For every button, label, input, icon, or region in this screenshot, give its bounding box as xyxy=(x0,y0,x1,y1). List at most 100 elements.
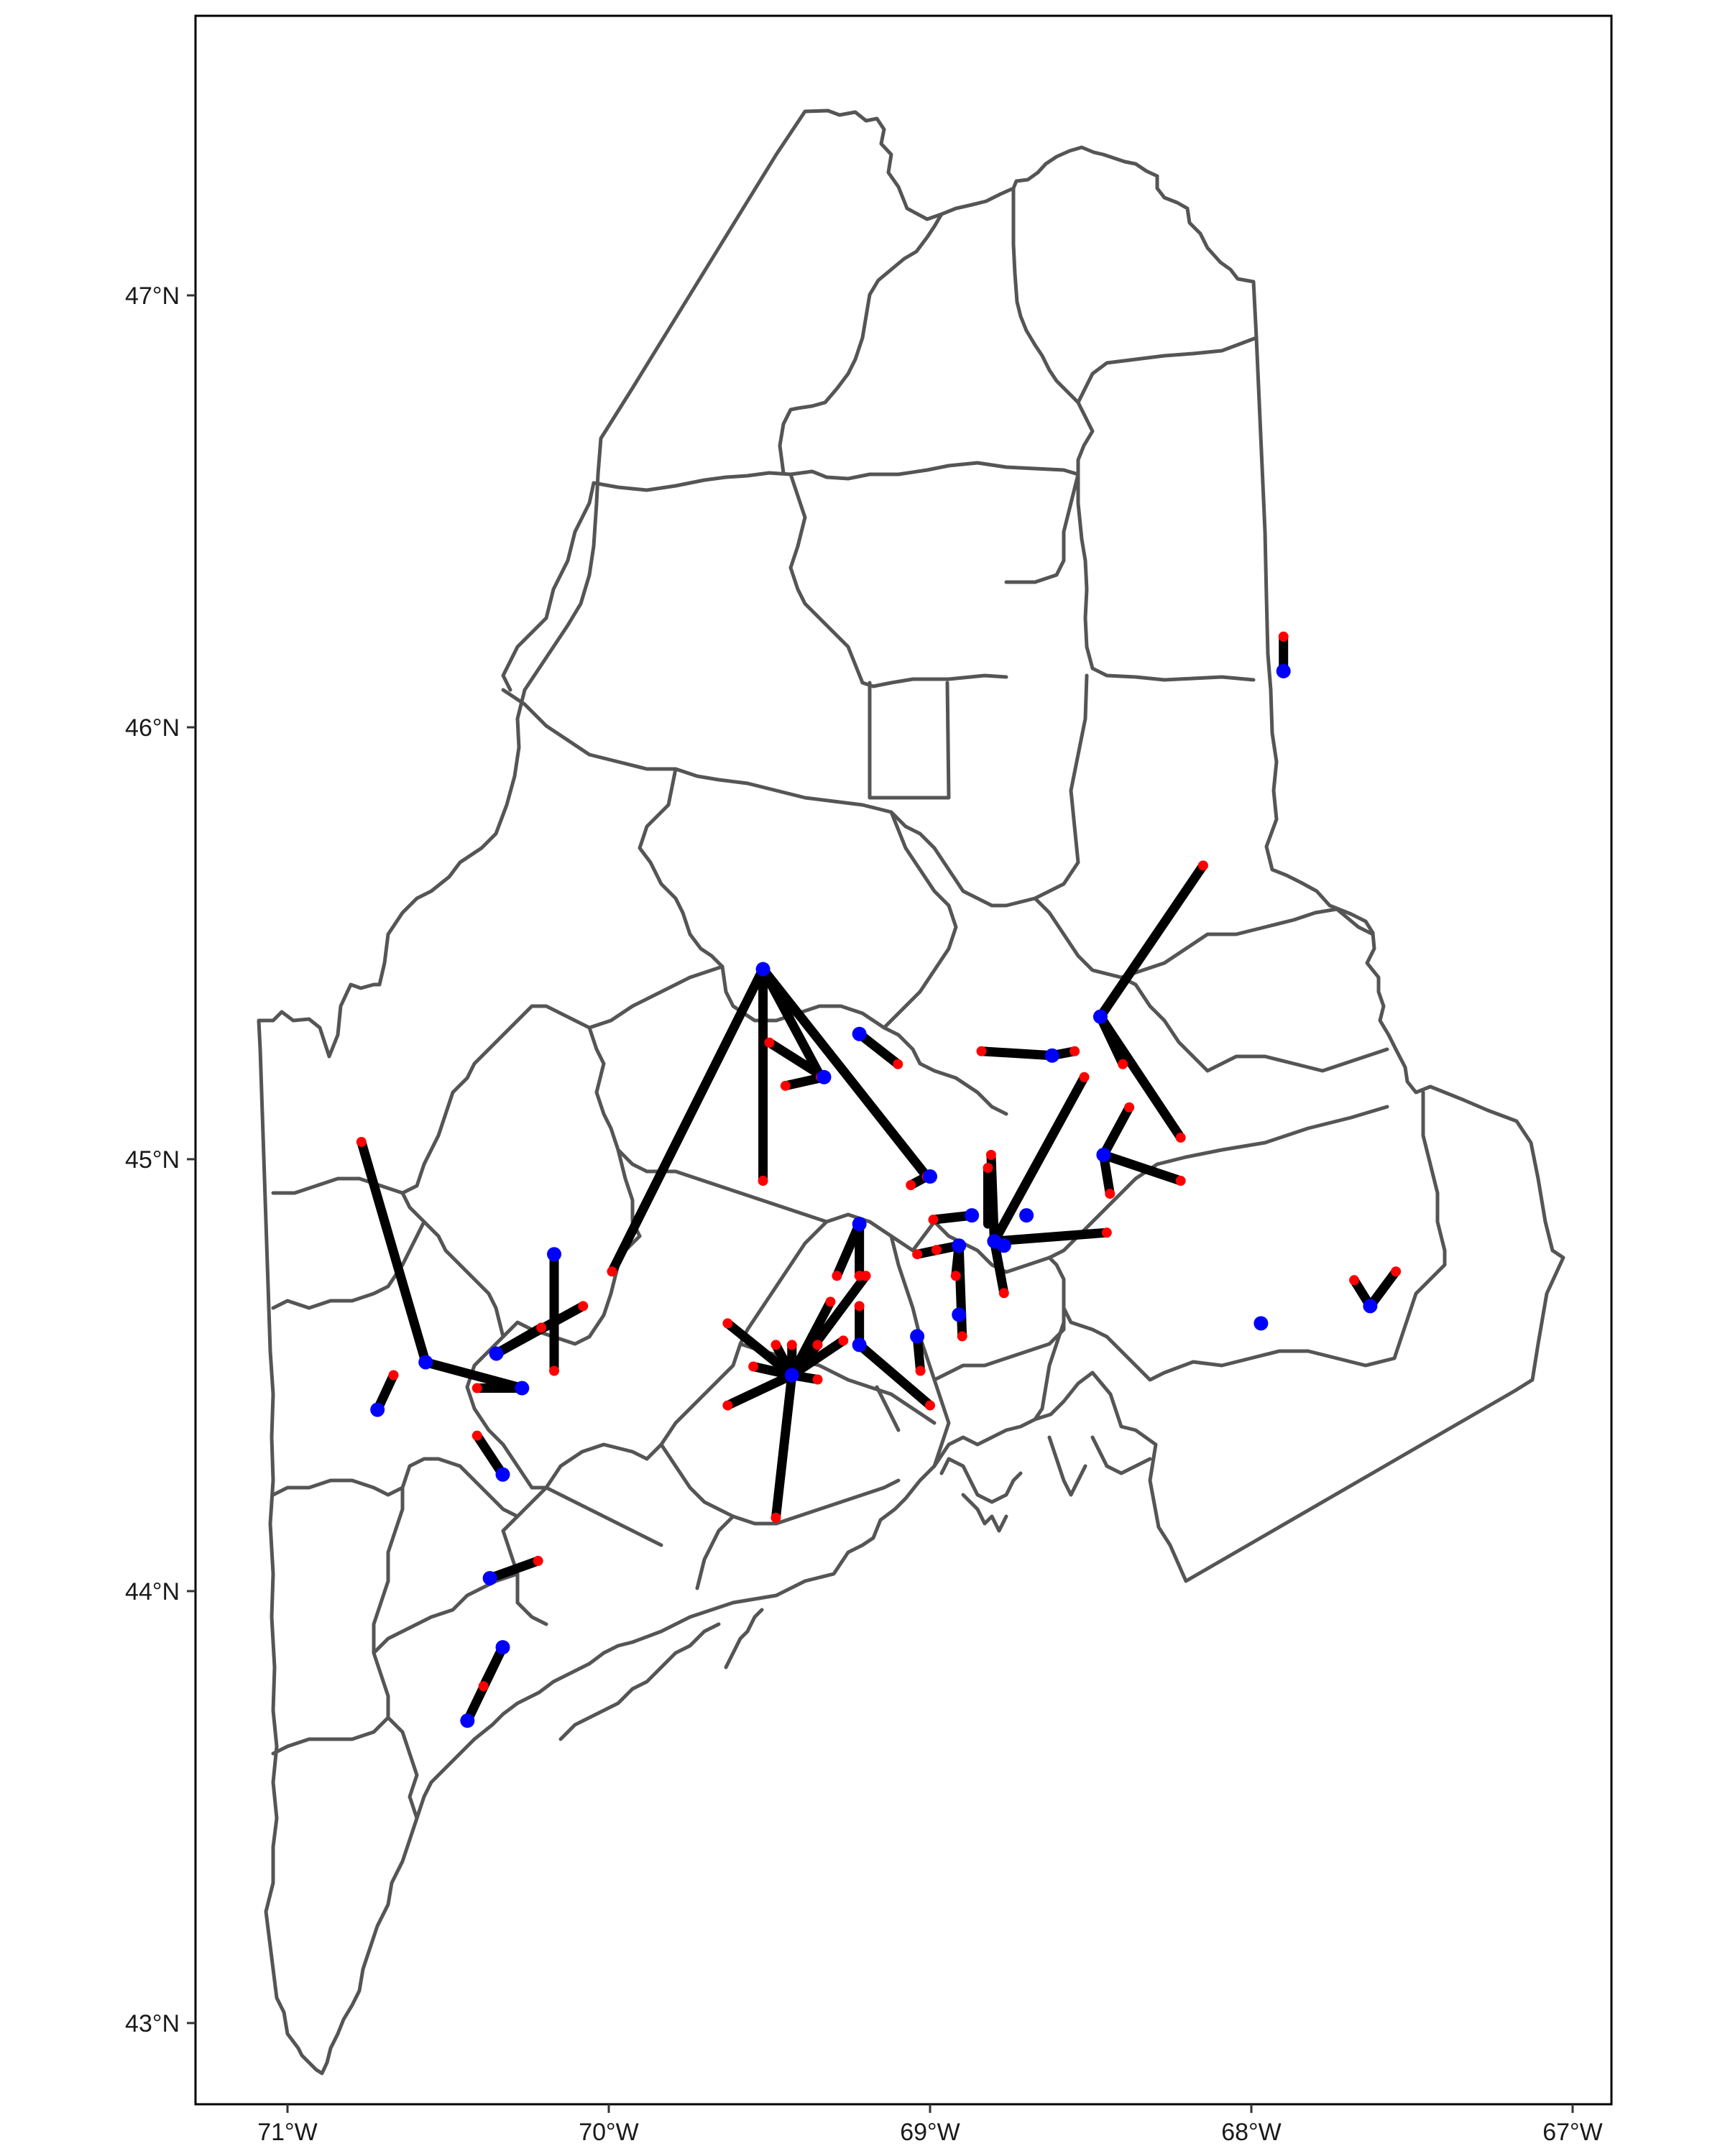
hub-point xyxy=(1254,1316,1269,1331)
hub-point xyxy=(996,1238,1011,1253)
y-tick-label: 45°N xyxy=(125,1146,180,1174)
flow-segment xyxy=(787,1335,848,1380)
origin-point xyxy=(478,1681,489,1692)
origin-point xyxy=(812,1340,823,1350)
origin-point xyxy=(1101,1227,1112,1238)
origin-point xyxy=(758,1176,768,1187)
flow-segment xyxy=(1095,1012,1128,1069)
flow-segment xyxy=(758,964,826,1082)
x-tick-label: 68°W xyxy=(1221,2119,1282,2146)
origin-point xyxy=(1070,1046,1080,1056)
origin-point xyxy=(906,1180,916,1191)
hub-point xyxy=(852,1217,867,1232)
origin-point xyxy=(832,1271,842,1281)
x-axis: 71°W 70°W 69°W 68°W 67°W xyxy=(257,2104,1603,2146)
origin-point xyxy=(388,1370,399,1381)
origin-point xyxy=(764,1037,775,1048)
flow-segment xyxy=(356,1137,431,1367)
origin-point xyxy=(549,1365,560,1376)
hub-point xyxy=(1044,1048,1059,1063)
x-tick-label: 71°W xyxy=(257,2119,318,2146)
flow-segment xyxy=(832,1219,865,1281)
flow-segment xyxy=(607,964,768,1276)
origin-point xyxy=(1175,1176,1186,1187)
hub-point xyxy=(460,1713,475,1728)
hub-point xyxy=(418,1355,433,1370)
state-outline xyxy=(257,109,1565,2076)
y-tick-label: 47°N xyxy=(125,282,180,310)
hub-point xyxy=(1092,1009,1108,1024)
hub-point xyxy=(952,1238,967,1253)
origin-point xyxy=(860,1271,871,1281)
hub-point xyxy=(495,1467,510,1482)
origin-point xyxy=(1175,1132,1186,1143)
flow-segment xyxy=(722,1318,797,1380)
flow-segment xyxy=(1098,1102,1134,1160)
flow-segment xyxy=(765,1038,829,1082)
panel-border xyxy=(194,14,1613,2106)
hub-point xyxy=(923,1169,937,1184)
origin-point xyxy=(1079,1072,1090,1082)
hub-point xyxy=(965,1208,980,1223)
county-boundaries xyxy=(257,109,1565,2076)
origin-point xyxy=(893,1059,903,1069)
origin-point xyxy=(770,1512,781,1523)
flow-segment xyxy=(1095,860,1208,1022)
hub-point xyxy=(784,1368,799,1383)
origin-point xyxy=(1105,1189,1116,1199)
origin-point xyxy=(356,1136,367,1147)
flow-segment xyxy=(770,1370,797,1523)
flow-segment xyxy=(977,1046,1057,1061)
hub-point xyxy=(852,1337,867,1353)
hub-point xyxy=(1276,663,1291,678)
flow-segment xyxy=(722,1370,797,1411)
origin-point xyxy=(786,1340,797,1350)
origin-point xyxy=(812,1374,823,1385)
origin-point xyxy=(472,1430,482,1441)
hub-point xyxy=(852,1026,867,1041)
origin-point xyxy=(1197,860,1208,871)
flow-segment xyxy=(989,1236,1009,1298)
y-axis: 47°N 46°N 45°N 44°N 43°N xyxy=(125,282,196,2037)
hub-point xyxy=(515,1381,530,1396)
flow-segment xyxy=(492,1322,546,1358)
flow-segment xyxy=(989,1227,1112,1246)
origin-point xyxy=(957,1331,967,1342)
flow-segment xyxy=(758,964,932,1181)
origin-point xyxy=(925,1400,935,1411)
hub-point xyxy=(910,1329,925,1344)
origin-point xyxy=(578,1301,589,1312)
origin-point xyxy=(825,1296,836,1307)
origin-point xyxy=(912,1249,923,1260)
origin-point xyxy=(607,1266,617,1277)
origin-point xyxy=(770,1340,781,1350)
origin-point xyxy=(983,1163,993,1174)
flow-segment xyxy=(855,1340,935,1411)
origin-point xyxy=(722,1318,733,1329)
origin-point xyxy=(780,1080,791,1091)
origin-point xyxy=(748,1361,759,1372)
origin-point xyxy=(928,1215,939,1225)
origin-point xyxy=(1118,1059,1128,1069)
x-tick-label: 67°W xyxy=(1542,2119,1603,2146)
origin-point xyxy=(1124,1102,1135,1112)
hub-point xyxy=(489,1346,504,1361)
origin-point xyxy=(950,1271,961,1281)
flow-segment xyxy=(787,1271,871,1380)
origin-point xyxy=(536,1322,547,1333)
hub-point xyxy=(495,1640,510,1655)
origin-point xyxy=(838,1335,849,1346)
hub-point xyxy=(1363,1299,1378,1314)
origin-point xyxy=(998,1288,1009,1299)
hub-point xyxy=(482,1570,497,1585)
origin-point xyxy=(976,1046,987,1056)
flow-segment xyxy=(485,1556,543,1583)
hub-point xyxy=(1096,1147,1111,1162)
x-tick-label: 70°W xyxy=(579,2119,639,2146)
flow-segment xyxy=(472,1431,507,1480)
y-tick-label: 43°N xyxy=(125,2010,180,2037)
y-tick-label: 46°N xyxy=(125,714,180,742)
x-tick-label: 69°W xyxy=(900,2119,960,2146)
origin-point xyxy=(915,1365,926,1376)
